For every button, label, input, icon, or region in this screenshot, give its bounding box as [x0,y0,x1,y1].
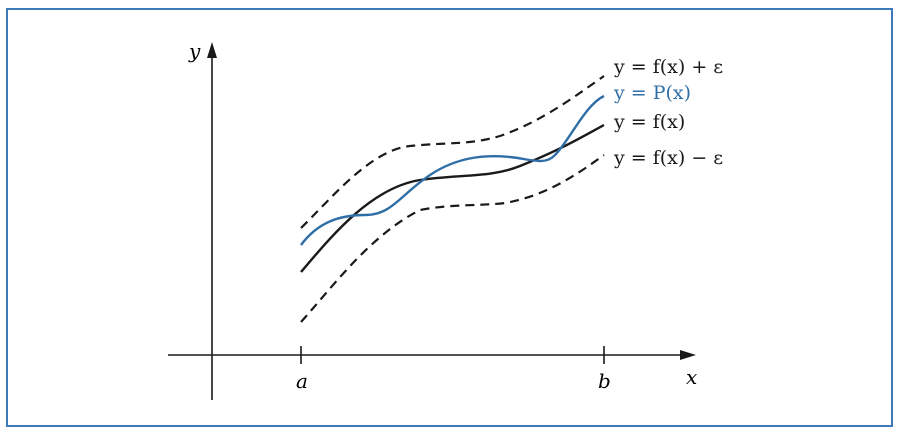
lower-bound-curve [300,154,605,323]
label-lower-bound: y = f(x) − ε [613,147,723,169]
f-curve [300,123,605,273]
label-polynomial: y = P(x) [613,82,691,104]
label-upper-bound: y = f(x) + ε [613,56,723,78]
x-axis-label: x [686,365,697,389]
upper-bound-curve [300,75,605,229]
tick-b-label: b [598,369,611,393]
y-axis-label: y [188,39,201,63]
tick-a-label: a [296,369,308,393]
x-axis-arrowhead [680,350,696,360]
polynomial-curve [300,94,605,246]
figure-frame [6,8,893,427]
y-axis-arrowhead [207,42,217,58]
label-f: y = f(x) [613,111,685,133]
